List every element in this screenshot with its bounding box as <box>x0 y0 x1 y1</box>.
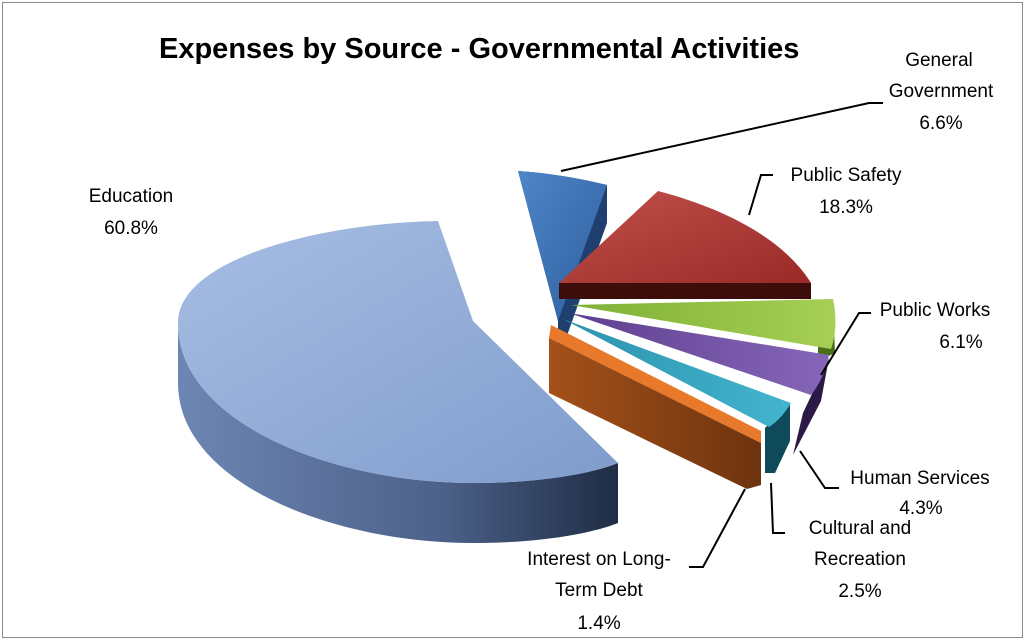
svg-text:Human Services: Human Services <box>850 468 989 489</box>
slice-cultural-recreation <box>563 319 791 473</box>
chart-title: Expenses by Source - Governmental Activi… <box>159 33 799 65</box>
svg-text:Public Safety: Public Safety <box>791 165 902 186</box>
svg-text:Government: Government <box>889 81 994 102</box>
leader-public-safety <box>748 174 773 216</box>
svg-text:General: General <box>905 50 973 71</box>
svg-text:6.6%: 6.6% <box>919 113 962 134</box>
slice-general-government <box>518 171 607 361</box>
svg-text:4.3%: 4.3% <box>899 498 942 519</box>
label-education: Education 60.8% <box>89 186 174 239</box>
label-interest-debt: Interest on Long- Term Debt 1.4% <box>527 549 671 634</box>
leader-interest-debt <box>689 488 746 568</box>
slice-public-safety <box>559 191 811 299</box>
label-human-services: Human Services 4.3% <box>850 468 989 519</box>
slice-public-works <box>571 299 836 361</box>
svg-text:18.3%: 18.3% <box>819 197 873 218</box>
label-cultural-recreation: Cultural and Recreation 2.5% <box>809 518 911 602</box>
svg-text:Recreation: Recreation <box>814 549 906 570</box>
leader-general-government <box>560 102 883 172</box>
leader-cultural-recreation <box>770 482 785 534</box>
svg-text:Education: Education <box>89 186 174 207</box>
svg-text:2.5%: 2.5% <box>838 581 881 602</box>
pie-chart: Expenses by Source - Governmental Activi… <box>89 33 994 634</box>
label-public-safety: Public Safety 18.3% <box>791 165 902 218</box>
svg-text:1.4%: 1.4% <box>577 613 620 634</box>
slice-human-services <box>569 313 829 455</box>
svg-text:Public Works: Public Works <box>880 300 991 321</box>
svg-text:Term Debt: Term Debt <box>555 580 643 601</box>
svg-text:Interest on Long-: Interest on Long- <box>527 549 671 570</box>
leader-lines <box>560 102 883 568</box>
leader-human-services <box>799 450 839 489</box>
svg-text:Cultural and: Cultural and <box>809 518 911 539</box>
slice-education <box>178 221 618 543</box>
leader-public-works <box>820 312 871 376</box>
svg-text:60.8%: 60.8% <box>104 218 158 239</box>
label-public-works: Public Works 6.1% <box>880 300 991 353</box>
slice-interest-debt <box>549 325 761 489</box>
label-general-government: General Government 6.6% <box>889 50 994 134</box>
svg-text:6.1%: 6.1% <box>939 332 982 353</box>
